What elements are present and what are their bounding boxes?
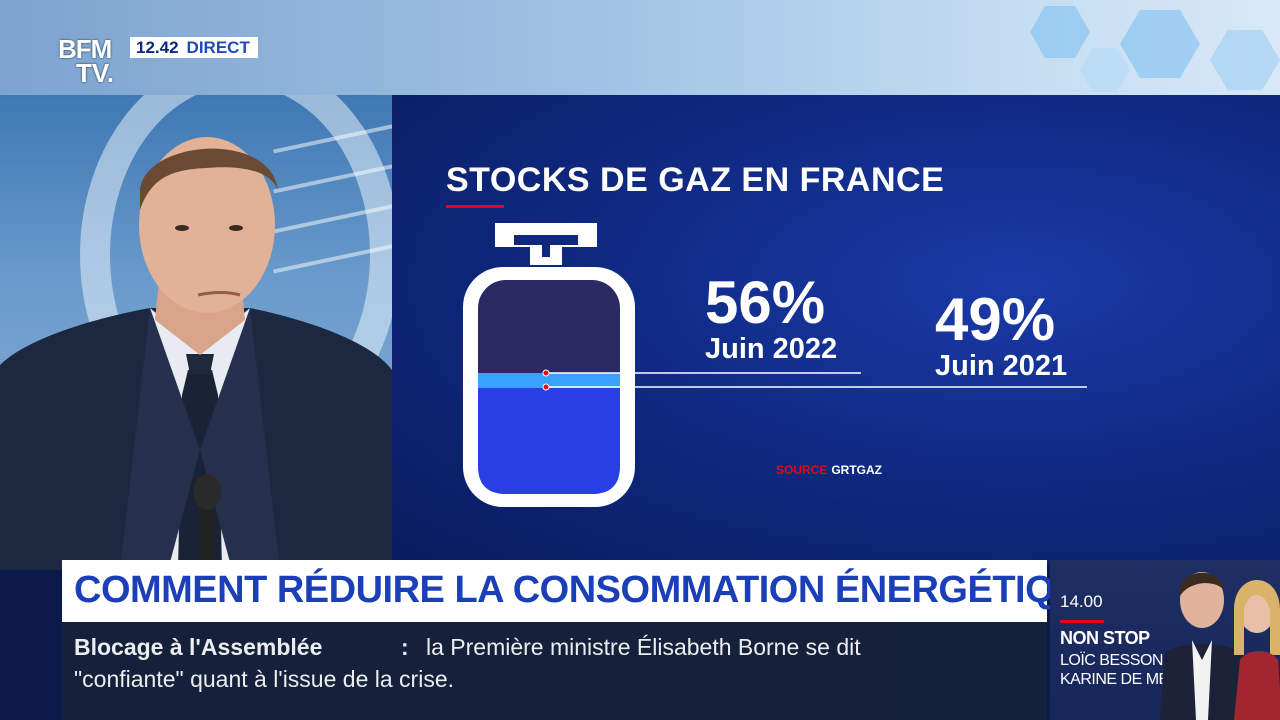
label-2021: Juin 2021 [935, 350, 1068, 382]
leader-dot-2022 [542, 369, 550, 377]
ticker-topic: Blocage à l'Assemblée [74, 634, 323, 660]
source-value: GRTGAZ [831, 463, 883, 477]
hexagon-decoration [1120, 10, 1200, 78]
ticker-line1: la Première ministre Élisabeth Borne se … [426, 634, 861, 660]
infographic-panel: STOCKS DE GAZ EN FRANCE 56% Juin 2022 49… [392, 95, 1280, 565]
level-band-2022 [478, 373, 620, 390]
hosts-image [1160, 572, 1280, 720]
level-fill-2021 [478, 388, 620, 494]
value-2021: 49% Juin 2021 [935, 286, 1068, 383]
hexagon-decoration [1030, 6, 1090, 58]
headline-banner: COMMENT RÉDUIRE LA CONSOMMATION ÉNERGÉTI… [62, 560, 1139, 622]
next-program-show: NON STOP [1060, 628, 1150, 648]
news-ticker: Blocage à l'Assemblée : la Première mini… [62, 622, 1047, 720]
live-indicator: 12.42 DIRECT [130, 37, 258, 58]
ticker-colon: : [401, 634, 409, 660]
ticker-line2: "confiante" quant à l'issue de la crise. [74, 666, 454, 692]
source-key: SOURCE [776, 463, 828, 477]
bottle-handle [495, 223, 597, 265]
clock-time: 12.42 [130, 37, 185, 58]
source-credit: SOURCE GRTGAZ [776, 463, 882, 477]
title-accent-bar [446, 205, 504, 208]
next-program-host1: LOÏC BESSON [1060, 652, 1163, 669]
headline-text: COMMENT RÉDUIRE LA CONSOMMATION ÉNERGÉTI… [74, 569, 1139, 611]
leader-dot-2021 [542, 383, 550, 391]
live-label: DIRECT [184, 37, 258, 58]
logo-line1: BFM [58, 34, 112, 64]
next-program-accent [1060, 620, 1104, 623]
gas-bottle-graphic [463, 223, 1087, 507]
next-program-time: 14.00 [1060, 592, 1103, 611]
logo-line2: TV. [76, 58, 115, 88]
label-2022: Juin 2022 [705, 333, 838, 365]
hexagon-decoration [1080, 48, 1130, 92]
value-2022: 56% Juin 2022 [705, 269, 838, 366]
presenter-image [0, 137, 392, 570]
percent-2022: 56% [705, 269, 826, 336]
bfmtv-logo: BFM TV. [58, 34, 124, 90]
next-program-box: 14.00 NON STOP LOÏC BESSON KARINE DE MÉN… [1050, 560, 1280, 720]
percent-2021: 49% [935, 286, 1056, 353]
infographic-title: STOCKS DE GAZ EN FRANCE [446, 161, 945, 199]
